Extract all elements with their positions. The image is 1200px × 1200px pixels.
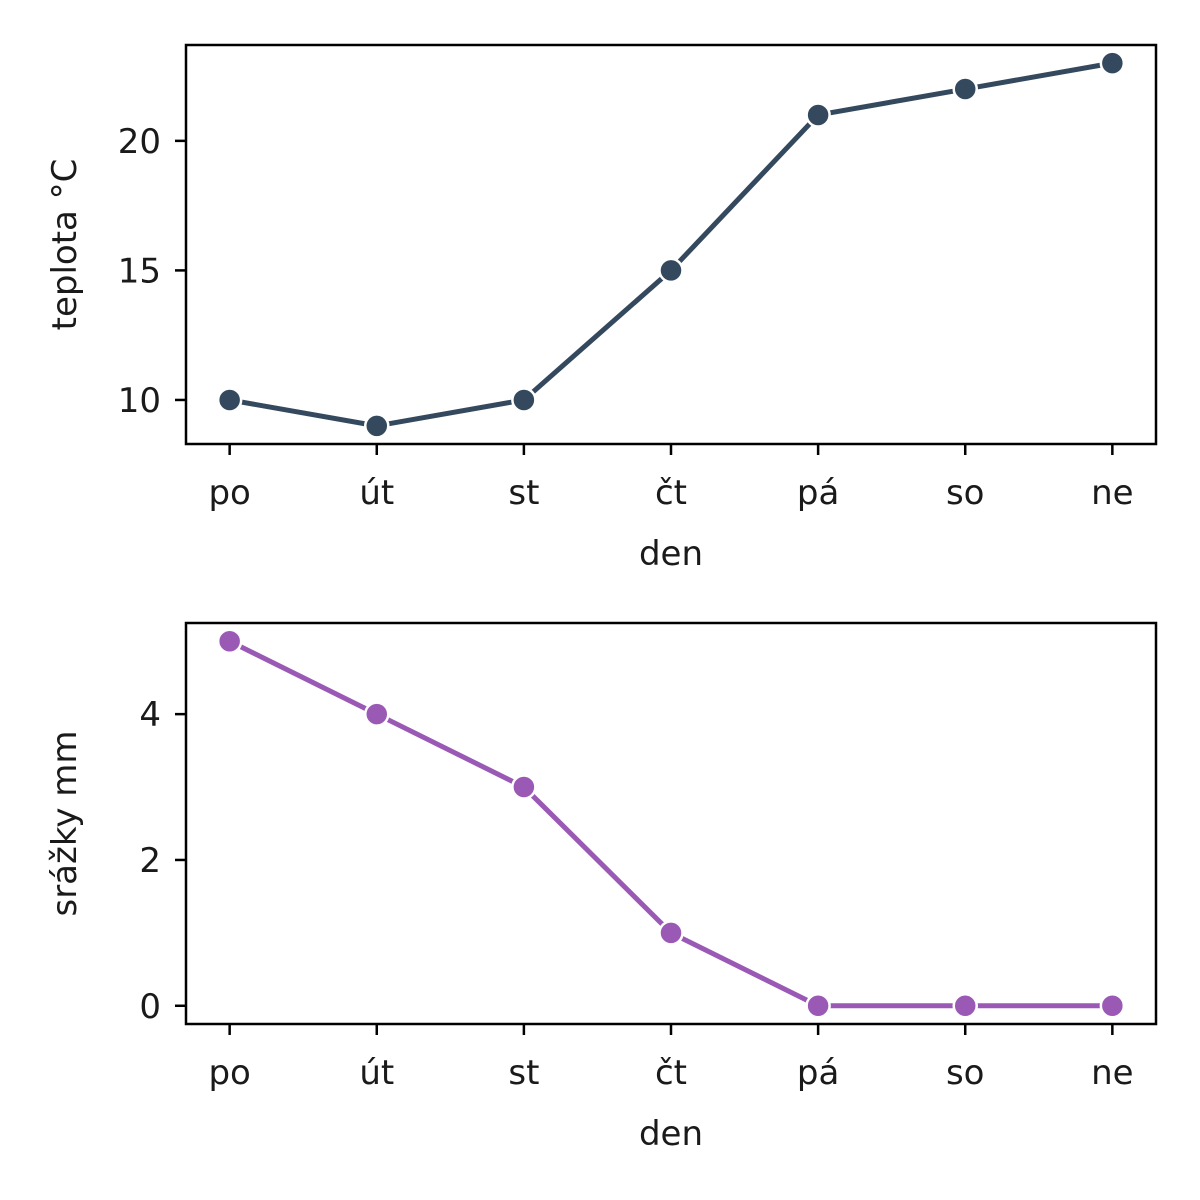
temp-x-tick-label: so bbox=[946, 473, 985, 513]
precip-y-tick-label: 2 bbox=[139, 841, 161, 881]
precip-series-line bbox=[228, 638, 1113, 1009]
temp-series-line bbox=[229, 60, 1113, 429]
precip-data-point bbox=[805, 993, 831, 1019]
temp-data-point bbox=[511, 387, 537, 413]
temp-data-point bbox=[216, 387, 243, 413]
precip-data-point bbox=[511, 774, 537, 800]
precip-data-point bbox=[216, 628, 243, 654]
temp-y-tick-label: 15 bbox=[118, 251, 161, 291]
temp-x-tick-label: ne bbox=[1091, 473, 1133, 513]
temp-y-tick-label: 10 bbox=[118, 381, 161, 421]
temp-x-tick-label: po bbox=[208, 473, 250, 513]
precip-y-tick-label: 4 bbox=[139, 695, 161, 735]
precip-x-axis-label: den bbox=[639, 1114, 703, 1154]
precip-data-point bbox=[952, 993, 978, 1019]
temp-data-point bbox=[364, 413, 390, 439]
precip-data-point bbox=[658, 920, 684, 946]
precip-x-tick-label: po bbox=[208, 1053, 250, 1093]
precip-data-point bbox=[1099, 993, 1126, 1019]
precip-y-axis-label: srážky mm bbox=[45, 730, 85, 916]
temp-x-tick-label: čt bbox=[655, 473, 687, 513]
temp-x-axis-label: den bbox=[639, 534, 703, 574]
temp-data-point bbox=[805, 102, 831, 128]
temp-data-point bbox=[1099, 50, 1126, 76]
temp-x-tick-label: út bbox=[359, 473, 394, 513]
temp-data-point bbox=[658, 257, 684, 284]
temp-y-tick-label: 20 bbox=[118, 122, 161, 162]
precip-data-point bbox=[364, 701, 390, 727]
temperature-panel: po út st čt pá so ne 10 15 20 den teplota °C bbox=[45, 43, 1158, 574]
precip-x-tick-label: st bbox=[508, 1053, 539, 1093]
precip-x-tick-label: so bbox=[946, 1053, 985, 1093]
temp-data-point bbox=[952, 76, 978, 102]
precip-x-tick-label: út bbox=[359, 1053, 394, 1093]
temp-plot-frame bbox=[184, 43, 1158, 446]
precipitation-panel: po út st čt pá so ne 0 2 4 den srážky mm bbox=[45, 621, 1158, 1154]
precip-plot-frame bbox=[184, 621, 1158, 1026]
temp-x-tick-label: st bbox=[508, 473, 539, 513]
precip-y-tick-label: 0 bbox=[139, 987, 161, 1027]
precip-x-tick-label: pá bbox=[797, 1053, 839, 1093]
precip-x-tick-label: ne bbox=[1091, 1053, 1133, 1093]
temp-x-tick-label: pá bbox=[797, 473, 839, 513]
temp-y-axis-label: teplota °C bbox=[45, 159, 85, 331]
precip-x-tick-label: čt bbox=[655, 1053, 687, 1093]
